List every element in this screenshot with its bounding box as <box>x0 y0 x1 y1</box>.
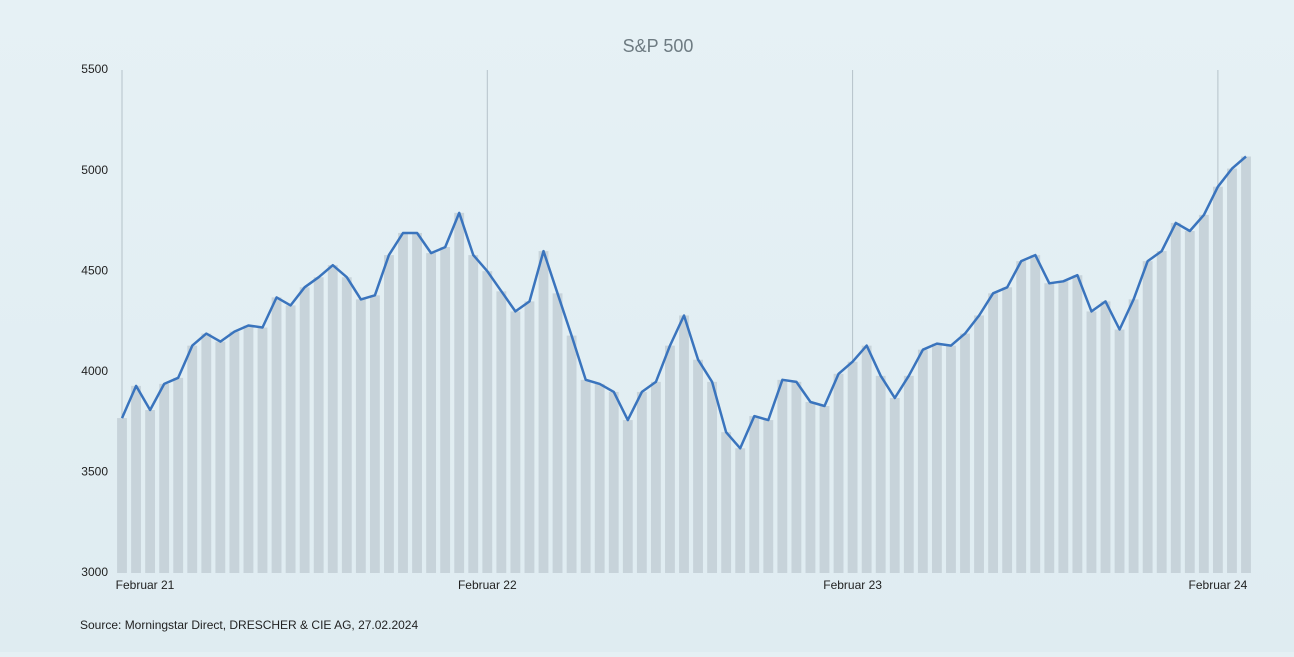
value-bar <box>229 331 240 573</box>
value-bar <box>566 335 577 573</box>
value-bar <box>341 277 352 573</box>
source-note: Source: Morningstar Direct, DRESCHER & C… <box>80 618 418 632</box>
value-bar <box>707 381 718 573</box>
value-bar <box>1030 255 1041 573</box>
value-bar <box>735 448 746 573</box>
value-bar <box>749 416 760 573</box>
value-bar <box>524 301 535 573</box>
value-bar <box>426 253 437 574</box>
value-bar <box>889 397 900 573</box>
value-bar <box>145 410 156 573</box>
value-bar <box>440 247 451 573</box>
value-bar <box>777 379 788 573</box>
value-bar <box>1227 168 1237 573</box>
value-bar <box>1016 261 1027 573</box>
value-bar <box>1184 230 1195 573</box>
value-bar <box>833 373 844 573</box>
value-bar <box>1212 186 1223 574</box>
value-bar <box>931 343 942 573</box>
value-bar <box>805 401 816 573</box>
value-bar <box>1072 275 1083 573</box>
value-bar <box>173 377 184 573</box>
value-bar <box>1156 251 1167 573</box>
value-bar <box>946 345 956 573</box>
value-bar <box>1128 299 1139 573</box>
value-bar <box>482 271 493 573</box>
value-bar <box>847 361 858 573</box>
value-bar <box>1241 156 1251 574</box>
value-bar <box>622 420 633 573</box>
value-bar <box>117 418 127 573</box>
y-tick-label: 4000 <box>81 364 108 378</box>
value-bar <box>903 375 914 573</box>
value-bar <box>552 293 563 573</box>
value-bar <box>243 325 254 573</box>
value-bar <box>988 293 999 573</box>
value-bar <box>285 305 296 573</box>
y-tick-label: 5500 <box>81 62 108 76</box>
value-bar <box>1058 281 1069 573</box>
y-tick-label: 5000 <box>81 163 108 177</box>
value-bar <box>1086 311 1097 573</box>
value-bar <box>369 295 380 573</box>
value-bar <box>875 375 886 573</box>
value-bar <box>580 379 591 573</box>
value-bar <box>1002 287 1013 573</box>
value-bar <box>763 420 774 573</box>
value-bar <box>538 251 549 573</box>
value-bar <box>819 406 830 573</box>
value-bar <box>355 299 366 573</box>
value-bar <box>791 381 802 573</box>
value-bar <box>608 391 619 573</box>
value-bar <box>650 381 661 573</box>
value-bar <box>1044 283 1055 573</box>
value-bar <box>496 291 507 573</box>
value-bar <box>510 311 521 573</box>
value-bar <box>1142 261 1153 573</box>
value-bar <box>313 277 324 573</box>
value-bar <box>636 391 647 573</box>
value-bar <box>693 359 703 573</box>
value-bar <box>721 432 732 573</box>
series-line <box>120 155 1247 450</box>
x-tick-label: Februar 23 <box>823 578 882 592</box>
value-bar <box>1170 222 1181 574</box>
value-bar <box>917 349 928 573</box>
value-bar <box>187 345 198 573</box>
value-bar <box>665 345 675 573</box>
chart-title: S&P 500 <box>623 36 694 56</box>
value-bar <box>594 383 605 573</box>
value-bar <box>861 345 872 573</box>
value-bar <box>384 255 394 573</box>
value-bar <box>468 255 479 573</box>
value-bar <box>974 315 984 573</box>
value-bar <box>257 327 268 573</box>
value-bar <box>271 297 282 573</box>
value-bar <box>201 333 212 573</box>
value-bar <box>159 383 170 573</box>
value-bar <box>1114 329 1125 573</box>
value-bar <box>454 212 465 574</box>
value-bar <box>131 385 141 573</box>
value-bar <box>1100 301 1111 573</box>
value-bar <box>215 341 226 573</box>
value-bar <box>1198 214 1209 573</box>
x-tick-label: Februar 24 <box>1189 578 1248 592</box>
y-tick-label: 3500 <box>81 465 108 479</box>
value-bar <box>299 287 310 573</box>
x-tick-label: Februar 22 <box>458 578 517 592</box>
value-bar <box>679 315 689 573</box>
x-tick-label: Februar 21 <box>116 578 175 592</box>
value-bar <box>327 265 338 573</box>
value-bar <box>412 232 422 574</box>
y-tick-label: 3000 <box>81 565 108 579</box>
y-tick-label: 4500 <box>81 263 108 277</box>
value-bar <box>960 333 970 573</box>
value-bar <box>398 232 408 574</box>
